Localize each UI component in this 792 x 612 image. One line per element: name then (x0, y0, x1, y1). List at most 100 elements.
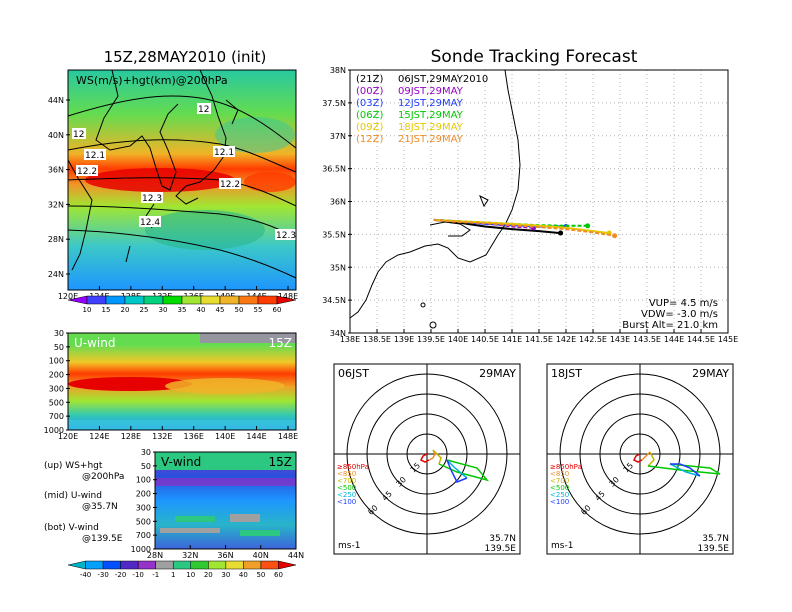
v-colorbar-label: -40 (80, 571, 91, 579)
contour-label: 12.4 (140, 218, 160, 228)
contour-label: 12 (73, 130, 84, 140)
ws-panel: 12 12 12.1 12.1 12.2 12.2 12.3 12.3 12.4… (48, 69, 298, 314)
v-colorbar-swatch (260, 560, 279, 570)
v-colorbar-swatch (208, 560, 227, 570)
u-pressure-tick: 300 (49, 384, 64, 393)
track-lon-tick: 138.5E (363, 335, 391, 344)
v-pressure-tick: 1000 (131, 545, 151, 554)
track-lat-tick: 36.5N (322, 165, 346, 174)
hodograph-date: 29MAY (692, 367, 729, 380)
launch-jst: 09JST,29MAY (398, 86, 464, 97)
ws-colorbar-swatch (257, 295, 278, 305)
hodograph-trace (432, 449, 442, 465)
ws-lat-tick: 24N (48, 270, 64, 279)
track-lon-tick: 144E (664, 335, 684, 344)
hodograph-date: 29MAY (479, 367, 516, 380)
ws-colorbar-swatch (162, 295, 183, 305)
contour-label: 12 (198, 105, 209, 115)
v-pressure-tick: 300 (136, 503, 151, 512)
ws-lon-tick: 148E (278, 292, 298, 301)
level-legend: <250 (337, 491, 356, 499)
note-line: @139.5E (82, 534, 123, 544)
ws-colorbar-swatch (181, 295, 202, 305)
ws-colorbar-label: 10 (83, 306, 92, 314)
track-lat-tick: 36N (330, 198, 346, 207)
contour-label: 12.3 (276, 231, 296, 241)
u-lon-tick: 136E (184, 432, 204, 441)
v-colorbar-swatch (137, 560, 156, 570)
japan-coastline (350, 70, 521, 319)
v-lat-tick: 36N (217, 551, 233, 560)
ws-colorbar-swatch (200, 295, 221, 305)
hodograph-trace (669, 463, 701, 477)
ws-colorbar-label: 20 (121, 306, 130, 314)
ws-colorbar-label: 30 (159, 306, 168, 314)
u-lon-tick: 144E (246, 432, 266, 441)
ws-lat-tick: 36N (48, 166, 64, 175)
level-legend: <100 (337, 498, 356, 506)
ws-colorbar-swatch (105, 295, 126, 305)
ws-colorbar-swatch (219, 295, 240, 305)
v-wind-time: 15Z (269, 455, 293, 469)
hodograph-unit: ms-1 (338, 541, 360, 551)
hodograph-time: 06JST (338, 367, 369, 380)
ws-colorbar-label: 50 (235, 306, 244, 314)
u-wind-panel: U-wind 15Z 30 50 100 200 300 500 700 1000 120E 1… (44, 329, 299, 441)
ws-colorbar-label: 55 (254, 306, 263, 314)
hodograph-trace (670, 463, 701, 477)
hodograph-trace (641, 451, 651, 461)
v-colorbar-label: 1 (171, 571, 175, 579)
v-colorbar-swatch (190, 560, 209, 570)
v-colorbar-swatch (225, 560, 244, 570)
u-pressure-tick: 100 (49, 357, 64, 366)
v-colorbar-swatch (243, 560, 262, 570)
v-colorbar-label: -10 (132, 571, 143, 579)
right-title: Sonde Tracking Forecast (431, 47, 638, 67)
track-lat-tick: 34N (330, 329, 346, 338)
ws-colorbar-swatch (86, 295, 107, 305)
launch-utc: (00Z) (356, 86, 383, 97)
track-lon-tick: 140E (448, 335, 468, 344)
hodograph-trace (647, 451, 655, 467)
contour-label: 12.3 (142, 194, 162, 204)
v-colorbar-swatch (102, 560, 121, 570)
u-lon-tick: 132E (152, 432, 172, 441)
ws-lat-tick: 44N (48, 96, 64, 105)
hodograph-trace (632, 453, 643, 463)
u-pressure-tick: 50 (54, 343, 64, 352)
level-legend: ≥850hPa (550, 463, 582, 471)
v-colorbar-swatch (172, 560, 192, 570)
hodograph-lat: 35.7N (702, 534, 729, 544)
launch-utc: (12Z) (356, 134, 383, 145)
level-legend: <100 (550, 498, 569, 506)
launch-utc: (06Z) (356, 110, 383, 121)
ws-lat-tick: 40N (48, 131, 64, 140)
ws-lon-tick: 120E (58, 292, 78, 301)
v-colorbar-swatch (155, 560, 174, 570)
launch-utc: (21Z) (356, 74, 383, 85)
v-pressure-tick: 30 (141, 448, 151, 457)
u-lon-tick: 148E (278, 432, 298, 441)
height-contours (67, 95, 297, 279)
hodograph-unit: ms-1 (551, 541, 573, 551)
v-pressure-tick: 500 (136, 517, 151, 526)
track-lon-tick: 141.5E (525, 335, 553, 344)
track-lon-tick: 143.5E (633, 335, 661, 344)
v-pressure-tick: 100 (136, 476, 151, 485)
contour-label: 12.2 (220, 180, 240, 190)
v-colorbar-label: 20 (204, 571, 213, 579)
level-legend: <700 (337, 477, 356, 485)
track-lon-tick: 145E (718, 335, 738, 344)
ws-lat-tick: 32N (48, 200, 64, 209)
launch-jst: 15JST,29MAY (398, 110, 464, 121)
level-legend: <850 (337, 470, 356, 478)
param-line: VUP= 4.5 m/s (649, 298, 718, 309)
note-line: (mid) U-wind (44, 491, 102, 501)
v-colorbar-label: 50 (256, 571, 265, 579)
level-legend: <850 (550, 470, 569, 478)
track-lat-tick: 37N (330, 132, 346, 141)
contour-label: 12.1 (214, 148, 234, 158)
note-line: (up) WS+hgt (44, 461, 103, 471)
